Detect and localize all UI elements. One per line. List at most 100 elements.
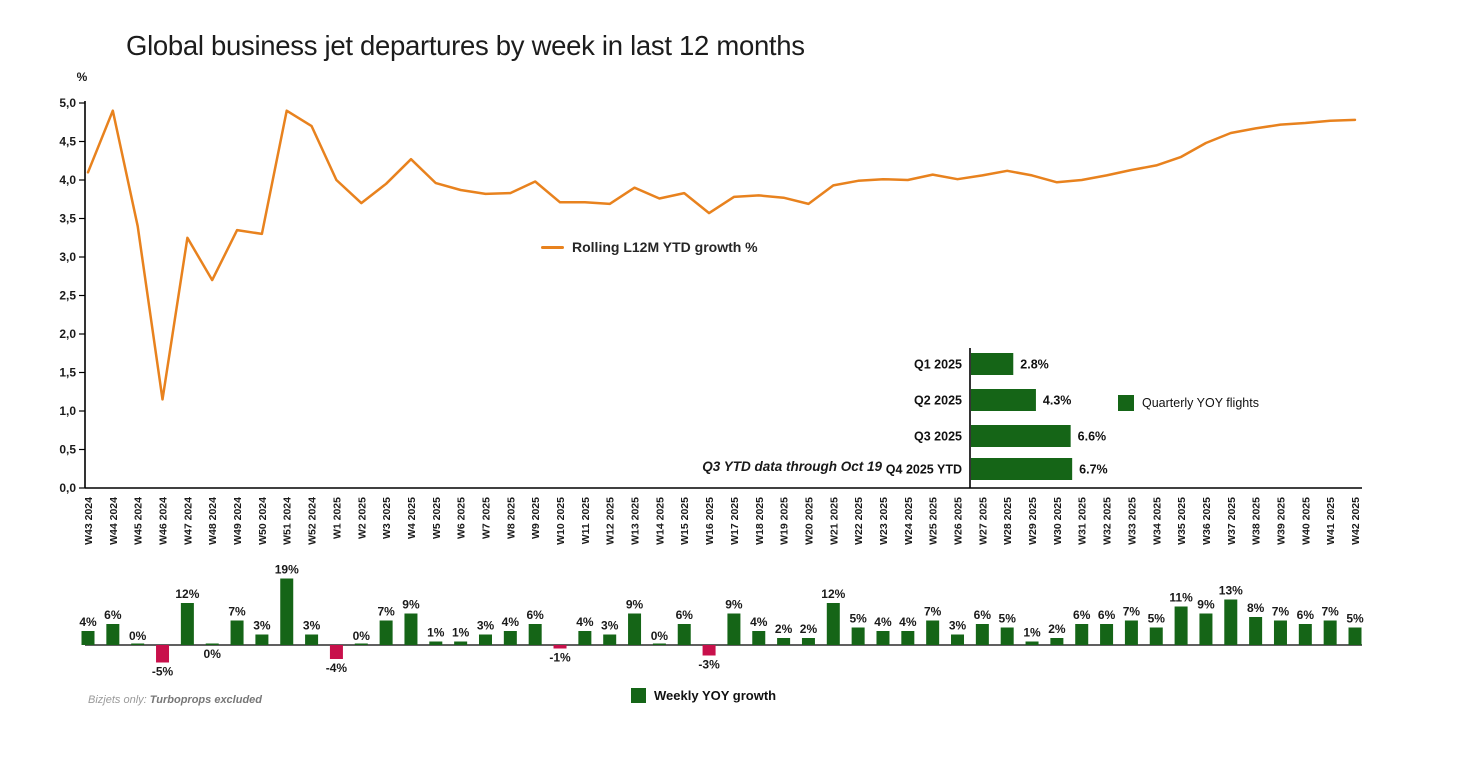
rolling-growth-line: [86, 109, 1357, 401]
weekly-bar: [131, 643, 145, 645]
y-axis-tick-label: 2,0: [59, 327, 76, 341]
weekly-bar: [230, 620, 244, 645]
weekly-bar-label: 1%: [1023, 626, 1041, 640]
weekly-bar-label: 3%: [601, 619, 619, 633]
weekly-bar: [478, 634, 492, 645]
weekly-bar-label: 8%: [1247, 601, 1265, 615]
x-axis-label: W8 2025: [505, 497, 517, 539]
weekly-bar: [1124, 620, 1138, 645]
weekly-bar: [752, 631, 766, 645]
weekly-bar: [404, 613, 418, 645]
weekly-bar: [329, 645, 343, 659]
x-axis-label: W1 2025: [331, 497, 343, 539]
weekly-bar: [652, 643, 666, 645]
weekly-bar-label: -4%: [326, 661, 348, 675]
x-axis-label: W49 2024: [232, 497, 244, 545]
quarterly-bar: [971, 389, 1036, 411]
x-axis-label: W18 2025: [754, 497, 766, 545]
weekly-bar-label: 9%: [1197, 598, 1215, 612]
x-axis-label: W44 2024: [108, 497, 120, 545]
chart-title: Global business jet departures by week i…: [126, 30, 805, 61]
y-axis-tick-label: 3,5: [59, 212, 76, 226]
x-axis-label: W13 2025: [630, 497, 642, 545]
weekly-bar-label: 0%: [651, 629, 669, 643]
weekly-bar-label: 0%: [353, 629, 371, 643]
line-series-swatch: [541, 245, 564, 249]
weekly-bar: [553, 645, 567, 649]
weekly-bar-label: 9%: [725, 598, 743, 612]
x-axis-label: W26 2025: [953, 497, 965, 545]
weekly-bar: [503, 631, 517, 645]
x-axis-label: W23 2025: [878, 497, 890, 545]
weekly-bar-label: 19%: [275, 563, 299, 577]
q3-ytd-note: Q3 YTD data through Oct 19: [702, 459, 882, 474]
quarterly-bar-label: 6.6%: [1078, 430, 1107, 444]
weekly-bar: [1298, 624, 1312, 645]
weekly-bar-label: 5%: [849, 612, 867, 626]
weekly-bar: [851, 627, 865, 645]
weekly-bar-label: 7%: [1321, 605, 1339, 619]
quarterly-bar-label: 2.8%: [1020, 358, 1049, 372]
x-axis-label: W38 2025: [1251, 497, 1263, 545]
weekly-bar-label: 6%: [1297, 608, 1315, 622]
weekly-bar: [1323, 620, 1337, 645]
weekly-bar: [255, 634, 269, 645]
weekly-bar: [826, 603, 840, 645]
weekly-bar: [876, 631, 890, 645]
weekly-bar-label: 2%: [1048, 622, 1066, 636]
x-axis-label: W42 2025: [1350, 497, 1362, 545]
x-axis-label: W16 2025: [704, 497, 716, 545]
weekly-bar: [1050, 638, 1064, 645]
weekly-bar: [354, 643, 368, 645]
weekly-bar-label: 5%: [1148, 612, 1166, 626]
weekly-bar: [901, 631, 915, 645]
y-axis-tick-label: 5,0: [59, 96, 76, 110]
weekly-bar: [951, 634, 965, 645]
weekly-bar-label: 4%: [502, 615, 520, 629]
weekly-bar-label: 7%: [924, 605, 942, 619]
weekly-bar-label: 2%: [775, 622, 793, 636]
x-axis-label: W33 2025: [1126, 497, 1138, 545]
weekly-bar-label: 12%: [821, 587, 845, 601]
x-axis-label: W46 2024: [158, 497, 170, 545]
weekly-bar-label: 7%: [228, 605, 246, 619]
weekly-bar: [1348, 627, 1362, 645]
weekly-bar: [156, 645, 170, 663]
x-axis-label: W5 2025: [431, 497, 443, 539]
x-axis-label: W20 2025: [803, 497, 815, 545]
weekly-bar-label: 7%: [377, 605, 395, 619]
weekly-bar: [81, 631, 95, 645]
x-axis-label: W7 2025: [480, 497, 492, 539]
weekly-bar: [180, 603, 194, 645]
x-axis-label: W43 2024: [83, 497, 95, 545]
x-axis-label: W17 2025: [729, 497, 741, 545]
weekly-bar-label: 3%: [253, 619, 271, 633]
weekly-bar-label: 6%: [104, 608, 122, 622]
x-axis-label: W52 2024: [307, 497, 319, 545]
quarterly-category-label: Q3 2025: [914, 430, 962, 444]
weekly-bar: [1224, 599, 1238, 645]
x-axis-label: W50 2024: [257, 497, 269, 545]
weekly-bar: [1025, 641, 1039, 645]
weekly-bar-label: 2%: [800, 622, 818, 636]
x-axis-label: W35 2025: [1176, 497, 1188, 545]
weekly-bar-label: 13%: [1219, 584, 1243, 598]
weekly-bar: [628, 613, 642, 645]
x-axis-label: W28 2025: [1002, 497, 1014, 545]
weekly-bar: [727, 613, 741, 645]
weekly-bar-label: 5%: [1346, 612, 1364, 626]
weekly-bar: [1199, 613, 1213, 645]
y-axis-unit-label: %: [76, 70, 88, 84]
weekly-bar: [578, 631, 592, 645]
y-axis-tick-label: 3,0: [59, 250, 76, 264]
weekly-bar-label: 7%: [1272, 605, 1290, 619]
weekly-bar-label: -5%: [152, 665, 174, 679]
weekly-bar-label: 11%: [1169, 591, 1193, 605]
x-axis-label: W22 2025: [853, 497, 865, 545]
x-axis-label: W30 2025: [1052, 497, 1064, 545]
weekly-bar: [1174, 606, 1188, 645]
x-axis-label: W40 2025: [1300, 497, 1312, 545]
weekly-bar: [429, 641, 443, 645]
weekly-bar: [801, 638, 815, 645]
x-axis-label: W45 2024: [133, 497, 145, 545]
